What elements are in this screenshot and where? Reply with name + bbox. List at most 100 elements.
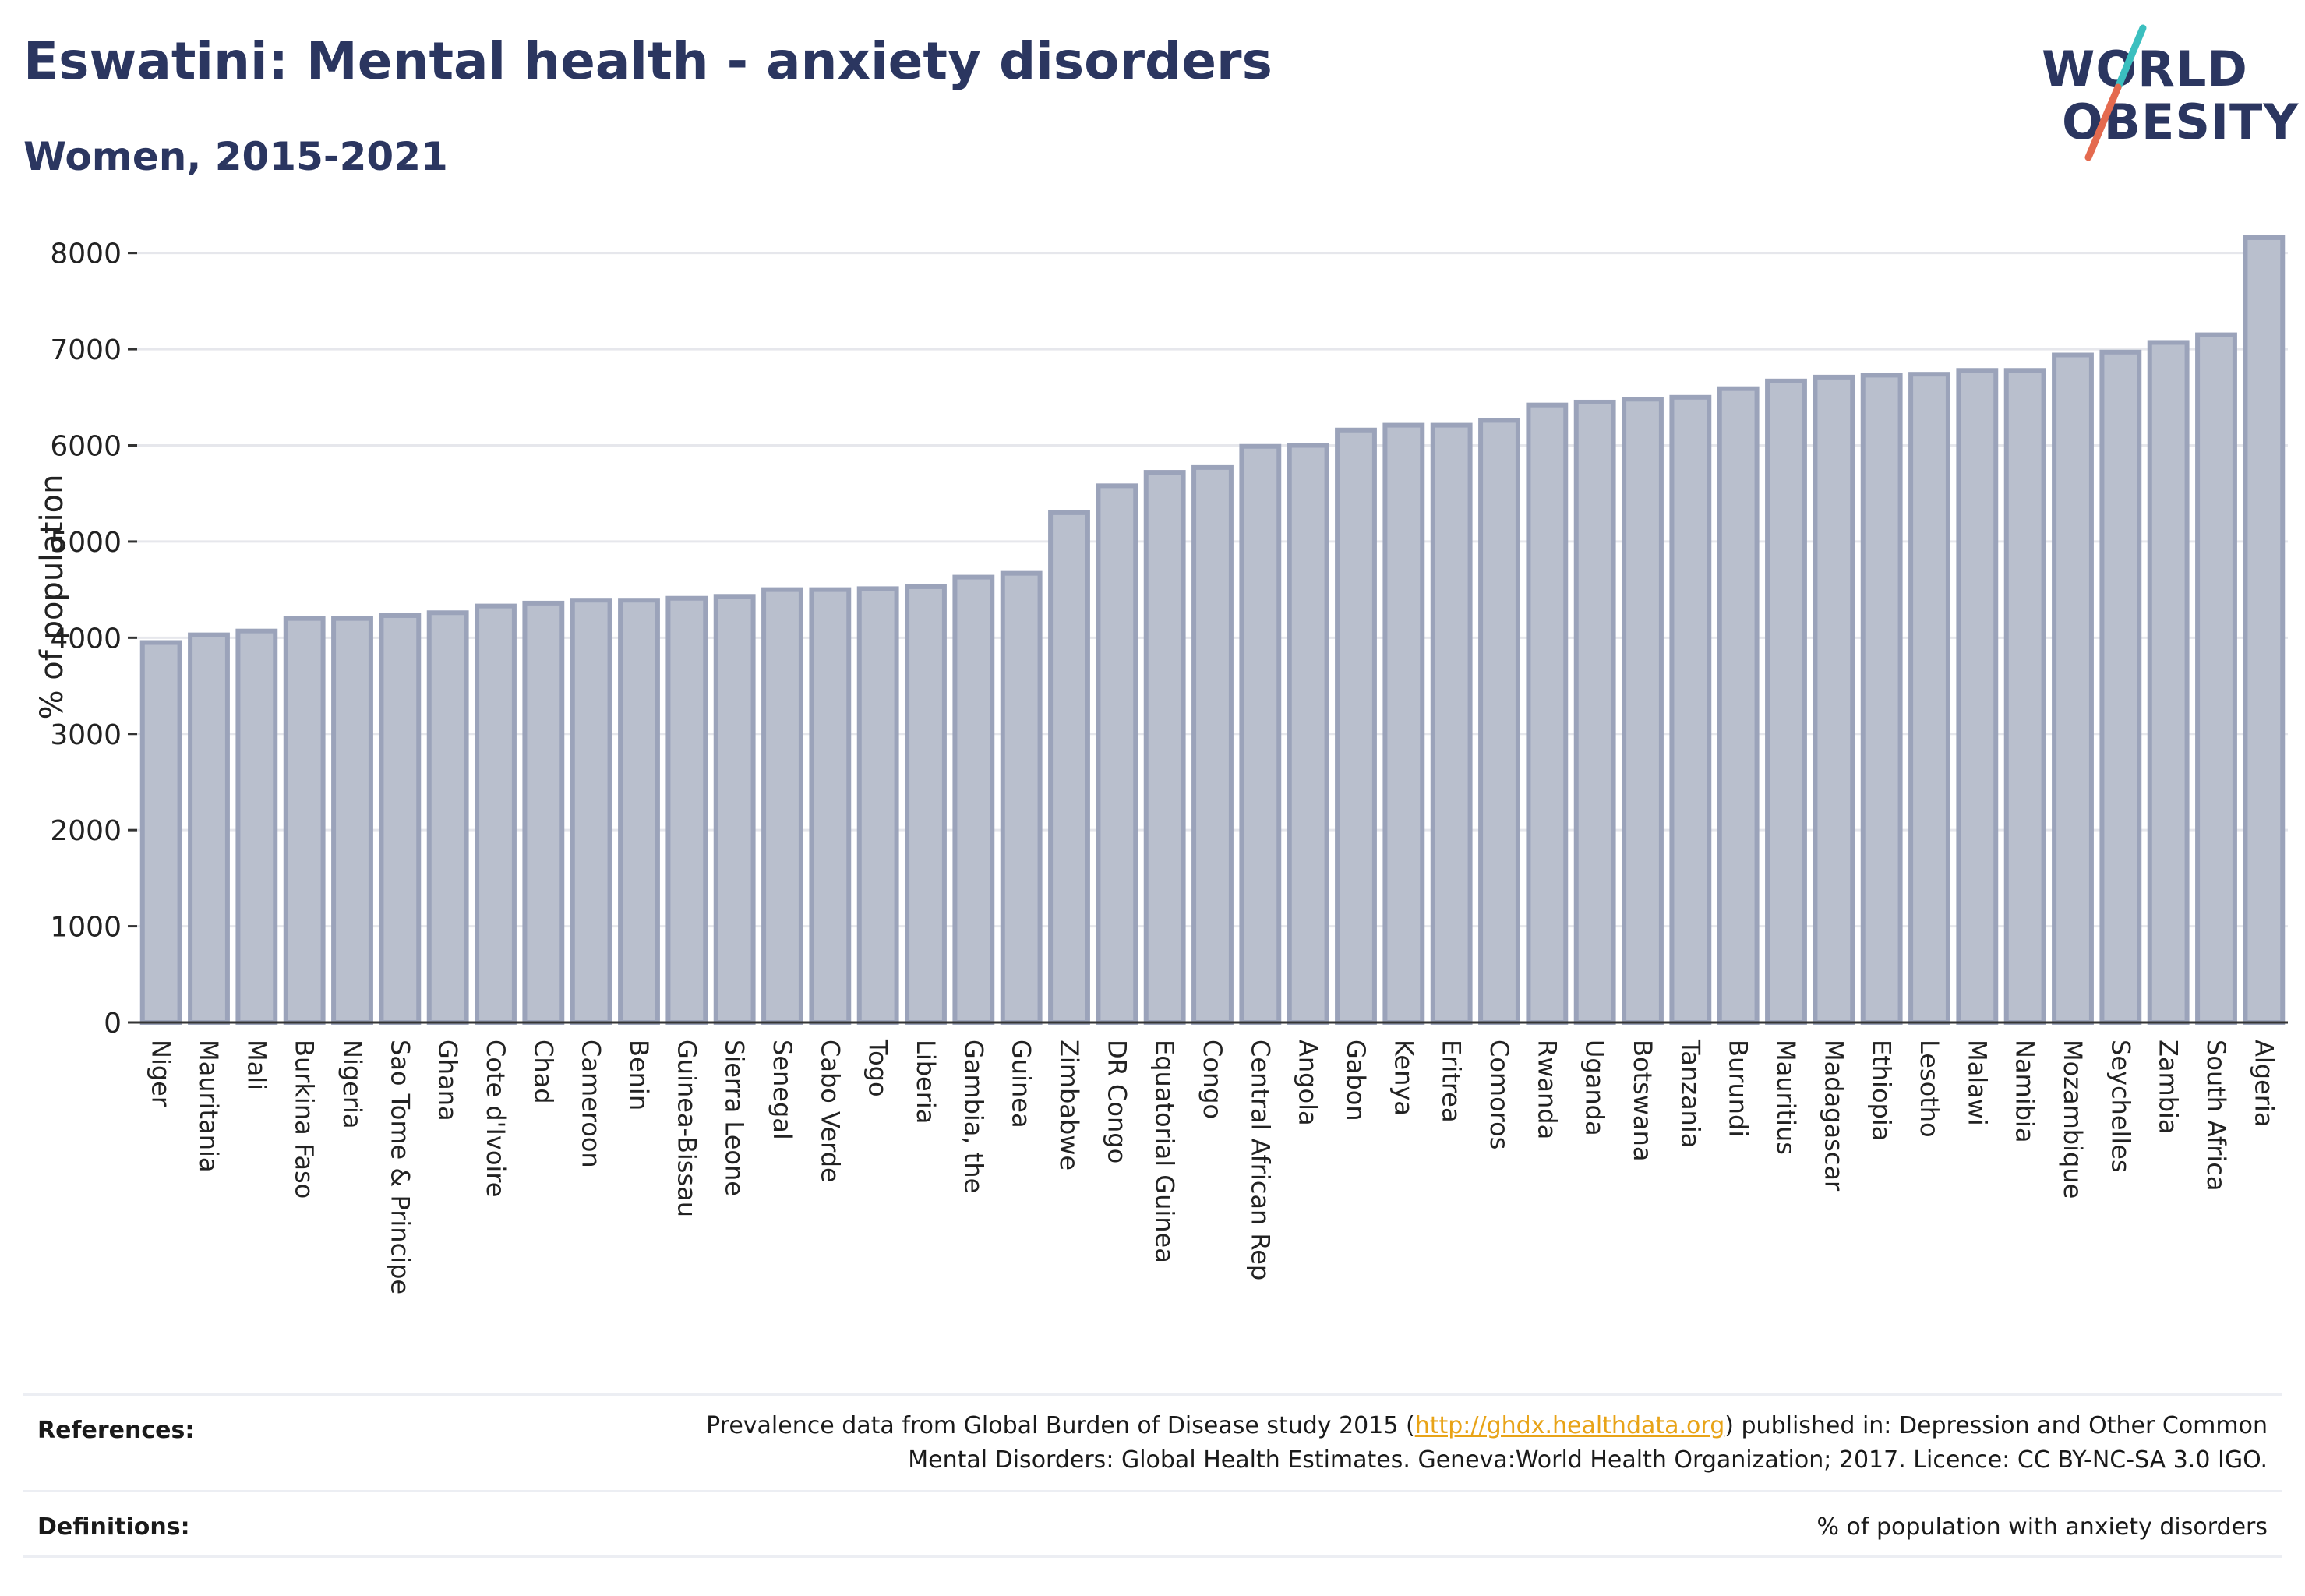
bar — [1573, 399, 1616, 1025]
bar — [570, 598, 612, 1025]
x-tick-label: Zambia — [2154, 1040, 2183, 1135]
x-tick-label: Liberia — [911, 1040, 941, 1124]
x-tick-label: Tanzania — [1675, 1039, 1705, 1148]
references-link[interactable]: http://ghdx.healthdata.org — [1414, 1412, 1725, 1439]
bar — [1239, 443, 1282, 1025]
bar — [1048, 510, 1090, 1025]
bar — [1956, 368, 1999, 1025]
definitions-label: Definitions: — [37, 1513, 190, 1541]
bar — [2243, 235, 2286, 1025]
x-tick-label: Eritrea — [1437, 1040, 1467, 1123]
y-tick-label: 4000 — [50, 623, 122, 655]
bar — [1430, 422, 1473, 1025]
x-tick-label: Mozambique — [2058, 1040, 2088, 1199]
bars — [139, 235, 2286, 1026]
x-tick-label: Botswana — [1628, 1040, 1657, 1161]
y-axis: 0 1000 2000 3000 4000 5000 6000 7000 8000 — [50, 238, 137, 1040]
x-tick-label: Zimbabwe — [1054, 1040, 1084, 1171]
x-tick-label: Uganda — [1580, 1040, 1610, 1136]
y-tick-label: 2000 — [50, 815, 122, 847]
x-tick-label: Nigeria — [337, 1040, 367, 1128]
bar — [665, 595, 708, 1025]
bar — [1478, 418, 1520, 1025]
bar — [1908, 372, 1950, 1025]
y-tick-label: 8000 — [50, 238, 122, 270]
x-tick-label: Guinea-Bissau — [672, 1040, 701, 1217]
y-tick-label: 1000 — [50, 912, 122, 944]
bar — [1287, 443, 1329, 1025]
bar — [1382, 422, 1425, 1025]
x-tick-label: Sao Tome & Principe — [385, 1040, 415, 1294]
definitions-text: % of population with anxiety disorders — [1816, 1513, 2268, 1541]
bar — [475, 603, 517, 1025]
x-tick-label: Burundi — [1724, 1040, 1753, 1137]
x-tick-label: Angola — [1294, 1040, 1323, 1126]
x-tick-label: Seychelles — [2106, 1040, 2135, 1173]
footer-divider-top — [23, 1393, 2282, 1396]
bar — [809, 587, 852, 1025]
x-tick-label: Cote d'Ivoire — [481, 1040, 510, 1197]
x-tick-label: Ethiopia — [1867, 1040, 1897, 1141]
bar — [331, 616, 373, 1025]
bar — [618, 598, 660, 1025]
references-text-before: Prevalence data from Global Burden of Di… — [706, 1412, 1415, 1439]
x-tick-label: Central African Rep — [1245, 1040, 1275, 1280]
world-obesity-logo: WORLD OBESITY — [2026, 22, 2298, 170]
references-text-after: ) published in: Depression and Other Com… — [1724, 1412, 2268, 1439]
bar — [1622, 397, 1664, 1025]
x-tick-label: DR Congo — [1102, 1040, 1131, 1163]
x-tick-label: Cabo Verde — [815, 1040, 845, 1183]
x-tick-label: Guinea — [1007, 1040, 1036, 1128]
bar-chart: 0 1000 2000 3000 4000 5000 6000 7000 8000 Niger M… — [34, 235, 2288, 1294]
bar — [1143, 470, 1186, 1025]
x-tick-label: Senegal — [768, 1040, 797, 1140]
x-tick-label: Togo — [863, 1039, 893, 1097]
x-tick-label: Algeria — [2249, 1040, 2279, 1127]
x-tick-label: Mauritania — [194, 1040, 224, 1172]
bar — [713, 594, 756, 1025]
bar — [1000, 570, 1043, 1025]
bar — [2099, 349, 2142, 1025]
bar — [2003, 368, 2046, 1025]
references-label: References: — [37, 1417, 195, 1444]
bar — [139, 640, 182, 1025]
footer-divider-bottom — [23, 1555, 2282, 1558]
bar — [1191, 464, 1234, 1025]
y-axis-title: % of population — [34, 475, 70, 720]
x-tick-label: Comoros — [1484, 1040, 1514, 1149]
bar — [1813, 374, 1855, 1025]
x-tick-label: Sierra Leone — [720, 1040, 750, 1196]
bar — [283, 616, 326, 1025]
x-tick-label: Mauritius — [1771, 1040, 1801, 1155]
bar — [379, 613, 422, 1025]
bar — [188, 632, 230, 1025]
x-tick-label: Madagascar — [1819, 1040, 1848, 1192]
x-tick-label: Cameroon — [577, 1040, 606, 1168]
x-tick-label: Mali — [242, 1040, 271, 1090]
bar — [856, 586, 899, 1025]
bar — [235, 628, 278, 1025]
y-tick-label: 5000 — [50, 527, 122, 559]
y-tick-label: 7000 — [50, 334, 122, 366]
y-tick-label: 0 — [104, 1008, 122, 1040]
x-tick-label: Equatorial Guinea — [1150, 1040, 1180, 1263]
references-line2: Mental Disorders: Global Health Estimate… — [908, 1446, 2268, 1474]
x-tick-label: Benin — [624, 1040, 654, 1110]
bar — [1765, 378, 1807, 1025]
bar — [1669, 394, 1712, 1025]
bar — [2052, 352, 2094, 1025]
bar — [2147, 340, 2190, 1025]
bar — [761, 587, 803, 1025]
x-tick-label: Gambia, the — [958, 1040, 988, 1193]
x-tick-label: Chad — [528, 1040, 558, 1104]
bar — [1335, 427, 1377, 1025]
x-tick-label: Congo — [1198, 1040, 1227, 1119]
bar — [1717, 386, 1760, 1025]
x-tick-label: Malawi — [1962, 1040, 1992, 1126]
y-tick-label: 6000 — [50, 431, 122, 463]
y-tick-label: 3000 — [50, 719, 122, 751]
x-tick-label: Niger — [146, 1040, 176, 1107]
x-tick-label: South Africa — [2201, 1040, 2231, 1191]
x-tick-label: Rwanda — [1532, 1040, 1562, 1139]
x-tick-label: Gabon — [1341, 1040, 1371, 1121]
